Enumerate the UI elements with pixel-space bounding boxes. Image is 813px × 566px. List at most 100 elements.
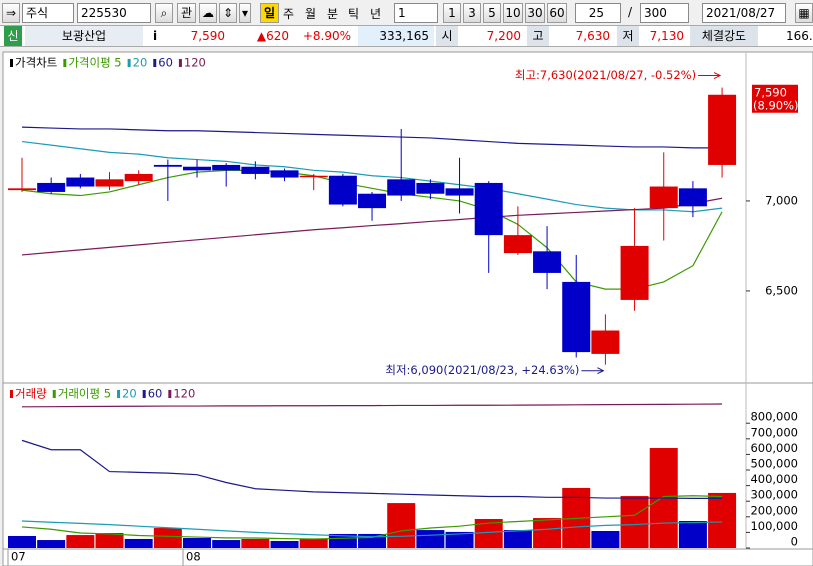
price-tag xyxy=(752,84,798,113)
legend-entry: 20 xyxy=(122,387,137,401)
candle-body xyxy=(66,177,95,187)
period-button[interactable]: 분 xyxy=(327,7,339,21)
annotation-arrow xyxy=(581,367,605,375)
change: ▲620 xyxy=(256,29,289,43)
volume-bar xyxy=(678,521,707,548)
low: 7,130 xyxy=(649,29,684,43)
period-button[interactable]: 주 xyxy=(283,7,295,21)
candle-body xyxy=(241,166,270,174)
total-input[interactable]: 300 xyxy=(640,3,689,23)
annotation-arrow xyxy=(698,72,722,80)
legend-swatch xyxy=(63,59,67,67)
label: 시 xyxy=(436,26,458,46)
candle-body xyxy=(591,330,620,354)
legend-swatch xyxy=(10,59,13,67)
moving-average xyxy=(21,197,723,256)
interval-button[interactable]: 30 xyxy=(525,3,545,23)
candle-body xyxy=(387,179,416,196)
candle-body xyxy=(37,182,66,192)
volume-bar xyxy=(591,530,620,548)
moving-average xyxy=(21,169,723,290)
legend-title: 가격차트 xyxy=(15,56,57,70)
volume-bar xyxy=(8,535,36,548)
volume-bar xyxy=(445,531,474,548)
badge: 신 xyxy=(4,26,22,46)
legend-entry: 20 xyxy=(133,56,148,70)
candle-body xyxy=(678,188,707,207)
legend-entry: 120 xyxy=(184,56,206,70)
open: 7,200 xyxy=(486,29,521,43)
search-button[interactable]: ⌕ xyxy=(155,3,173,23)
interval-select[interactable]: 1 xyxy=(394,3,438,23)
period-button[interactable]: 틱 xyxy=(348,7,360,21)
spin-button[interactable]: ⇕ xyxy=(219,3,237,23)
volume-bar xyxy=(620,496,649,548)
volume-bar xyxy=(708,492,737,548)
volume-bar xyxy=(387,503,416,548)
code-input[interactable]: 225530 xyxy=(77,3,151,23)
legend-swatch xyxy=(178,59,182,67)
date-input[interactable]: 2021/08/27 xyxy=(702,3,786,23)
interval-button[interactable]: 1 xyxy=(443,3,461,23)
count-input[interactable]: 25 xyxy=(575,3,621,23)
moving-average xyxy=(21,439,723,499)
stock-name: 보광산업 xyxy=(25,26,143,46)
price-tag-pct: (8.90%) xyxy=(753,98,799,112)
candle-body xyxy=(299,175,328,178)
y-tick-label: 6,500 xyxy=(765,283,798,297)
y-tick-label: 600,000 xyxy=(750,441,798,455)
candle-body xyxy=(270,170,299,178)
volume-bar xyxy=(533,518,562,548)
label: 저 xyxy=(617,26,639,46)
period-button[interactable]: 년 xyxy=(370,7,382,21)
volume-bar xyxy=(212,540,241,548)
interval-button[interactable]: 5 xyxy=(483,3,501,23)
menu-icon[interactable]: ⇒ xyxy=(2,3,20,23)
period-button[interactable]: 월 xyxy=(305,7,317,21)
period-button[interactable]: 일 xyxy=(260,3,279,23)
legend-swatch xyxy=(10,390,13,398)
icon-button[interactable]: ☁ xyxy=(199,3,217,23)
market-select[interactable]: 주식 xyxy=(22,3,74,23)
legend-swatch xyxy=(168,390,172,398)
more-button[interactable]: ▾ xyxy=(239,3,251,23)
moving-average xyxy=(21,126,723,149)
high: 7,630 xyxy=(575,29,610,43)
volume-bar xyxy=(95,533,124,548)
info-icon[interactable]: i xyxy=(152,29,158,43)
candle-body xyxy=(328,175,357,205)
legend-swatch xyxy=(153,59,157,67)
y-tick-label: 500,000 xyxy=(750,457,798,471)
moving-average xyxy=(21,520,723,538)
interval-button[interactable]: 10 xyxy=(503,3,523,23)
volume-bar xyxy=(328,533,357,548)
legend-swatch xyxy=(52,390,56,398)
y-tick-label: 7,000 xyxy=(765,193,798,207)
candle-body xyxy=(416,182,445,194)
watch-button[interactable]: 관 xyxy=(177,3,196,23)
candle-body xyxy=(649,186,678,209)
candle-body xyxy=(183,166,212,171)
candle-body xyxy=(708,94,737,165)
interval-button[interactable]: 60 xyxy=(547,3,567,23)
legend-swatch xyxy=(117,390,121,398)
candle-body xyxy=(445,188,474,196)
strength: 166.4 xyxy=(786,29,813,43)
volume-bar xyxy=(299,538,328,548)
y-tick-label: 100,000 xyxy=(750,519,798,533)
y-tick-label: 700,000 xyxy=(750,425,798,439)
candle-body xyxy=(358,193,387,209)
interval-button[interactable]: 3 xyxy=(463,3,481,23)
candle-body xyxy=(562,281,591,353)
y-tick-label: 800,000 xyxy=(750,410,798,424)
candle-body xyxy=(153,164,182,167)
volume-bar xyxy=(37,540,66,548)
separator: / xyxy=(628,5,633,19)
candle-body xyxy=(212,164,241,171)
annotation: 최저:6,090(2021/08/23, +24.63%) xyxy=(385,363,579,377)
y-tick-label: 300,000 xyxy=(750,488,798,502)
legend-entry: 60 xyxy=(148,387,163,401)
volume-bar xyxy=(416,530,445,548)
legend-entry: 120 xyxy=(173,387,195,401)
